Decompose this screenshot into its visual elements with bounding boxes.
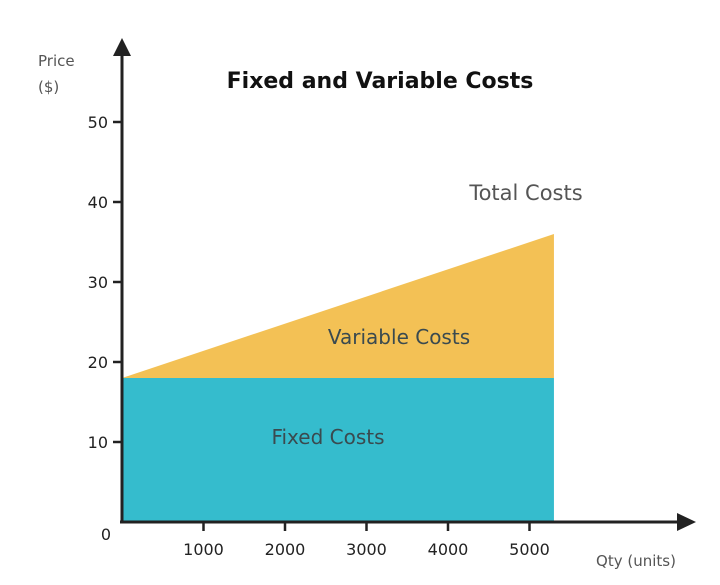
axes [113, 38, 696, 531]
origin-label: 0 [101, 525, 111, 544]
y-axis-label-line-2: ($) [38, 78, 59, 96]
fixed-costs-label: Fixed Costs [271, 425, 384, 449]
cost-areas [122, 234, 554, 522]
x-axis-label: Qty (units) [596, 552, 676, 570]
y-tick-label: 10 [88, 433, 108, 452]
variable-costs-area [122, 234, 554, 378]
y-axis-arrowhead [113, 38, 131, 56]
y-tick-label: 20 [88, 353, 108, 372]
y-tick-label: 40 [88, 193, 108, 212]
x-axis-arrowhead [677, 513, 696, 531]
x-tick-label: 1000 [183, 540, 224, 559]
y-axis-label-line-1: Price [38, 52, 75, 70]
y-tick-label: 30 [88, 273, 108, 292]
ticks: 10 20 30 40 50 1000 2000 3000 4000 5000 [88, 113, 550, 559]
x-tick-label: 5000 [509, 540, 550, 559]
x-tick-label: 4000 [428, 540, 469, 559]
chart-title: Fixed and Variable Costs [227, 69, 534, 94]
x-tick-label: 2000 [265, 540, 306, 559]
variable-costs-label: Variable Costs [328, 325, 470, 349]
total-costs-label: Total Costs [468, 181, 582, 205]
x-tick-label: 3000 [346, 540, 387, 559]
fixed-costs-area [122, 378, 554, 522]
y-tick-label: 50 [88, 113, 108, 132]
